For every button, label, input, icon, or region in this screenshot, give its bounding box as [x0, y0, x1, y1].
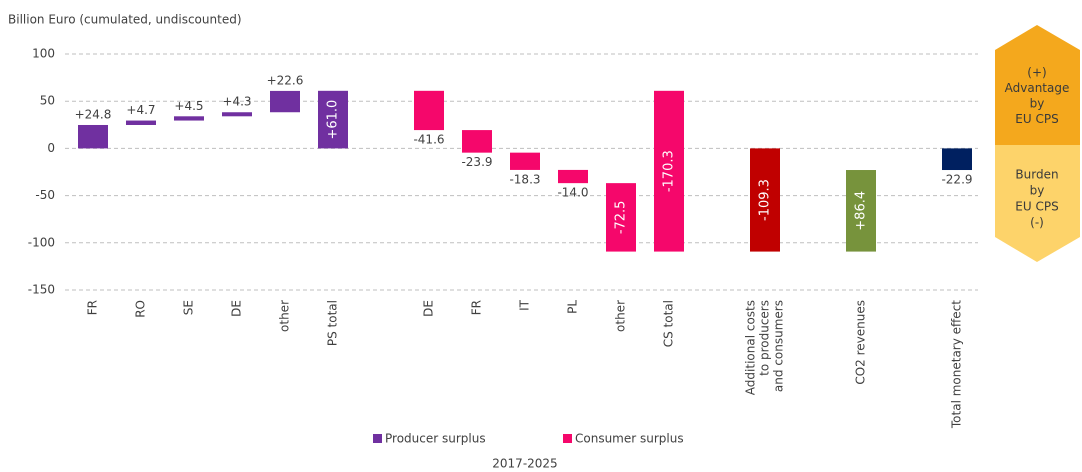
legend-label: Producer surplus [385, 432, 486, 446]
y-axis-title: Billion Euro (cumulated, undiscounted) [8, 13, 242, 27]
panel-text: by [1030, 97, 1045, 111]
bar [222, 112, 252, 117]
x-tick-label: other [614, 300, 628, 332]
value-label: +24.8 [75, 107, 112, 121]
legend-swatch [563, 434, 572, 443]
y-tick-label: 0 [47, 141, 55, 155]
value-label: +22.6 [267, 73, 304, 87]
value-label: -23.9 [461, 155, 492, 169]
bar [174, 116, 204, 121]
x-tick-label: RO [134, 300, 148, 318]
y-tick-label: -50 [35, 188, 55, 202]
bar [414, 90, 444, 131]
bar [126, 120, 156, 125]
x-tick-label: PL [566, 300, 580, 314]
bar [846, 170, 876, 252]
x-tick-label: other [278, 300, 292, 332]
value-label: -22.9 [941, 173, 972, 187]
y-tick-label: 100 [32, 47, 55, 61]
x-tick-label: FR [86, 300, 100, 315]
burden-arrow [995, 145, 1080, 262]
y-tick-label: -150 [28, 283, 55, 297]
panel-text: (+) [1027, 66, 1046, 80]
panel-text: (-) [1030, 216, 1044, 230]
x-tick-label: and consumers [772, 300, 786, 392]
x-tick-label: Additional costs [744, 300, 758, 395]
x-tick-label: DE [422, 300, 436, 317]
bar [462, 130, 492, 153]
panel-text: by [1030, 184, 1045, 198]
panel-text: EU CPS [1015, 112, 1058, 126]
bar [606, 183, 636, 252]
value-label: -18.3 [509, 172, 540, 186]
x-tick-label: CS total [662, 300, 676, 347]
x-tick-label: CO2 revenues [854, 300, 868, 385]
bar [654, 90, 684, 252]
panel-text: Burden [1015, 168, 1058, 182]
bar [318, 90, 348, 149]
x-tick-label: to producers [758, 300, 772, 376]
bar [558, 169, 588, 184]
x-tick-label: DE [230, 300, 244, 317]
value-label: -109.3 [758, 179, 773, 221]
y-tick-label: -100 [28, 235, 55, 249]
legend-label: Consumer surplus [575, 432, 684, 446]
bar [750, 148, 780, 252]
bar [270, 90, 300, 113]
value-label: -41.6 [413, 133, 444, 147]
x-axis-title: 2017-2025 [492, 457, 557, 471]
bar [942, 148, 972, 171]
y-tick-label: 50 [40, 94, 55, 108]
advantage-arrow [995, 25, 1080, 145]
value-label: -170.3 [662, 150, 677, 192]
value-label: +86.4 [854, 191, 869, 231]
legend-swatch [373, 434, 382, 443]
value-label: +4.3 [222, 95, 251, 109]
value-label: -72.5 [614, 201, 629, 235]
value-label: +4.7 [126, 103, 155, 117]
x-tick-label: Total monetary effect [950, 300, 964, 429]
panel-text: Advantage [1005, 81, 1070, 95]
bar [78, 124, 108, 149]
x-tick-label: IT [518, 299, 532, 311]
bar [510, 152, 540, 170]
x-tick-label: PS total [326, 300, 340, 346]
panel-text: EU CPS [1015, 200, 1058, 214]
x-tick-label: SE [182, 300, 196, 315]
value-label: -14.0 [557, 186, 588, 200]
value-label: +61.0 [326, 100, 341, 140]
x-tick-label: FR [470, 300, 484, 315]
value-label: +4.5 [174, 99, 203, 113]
